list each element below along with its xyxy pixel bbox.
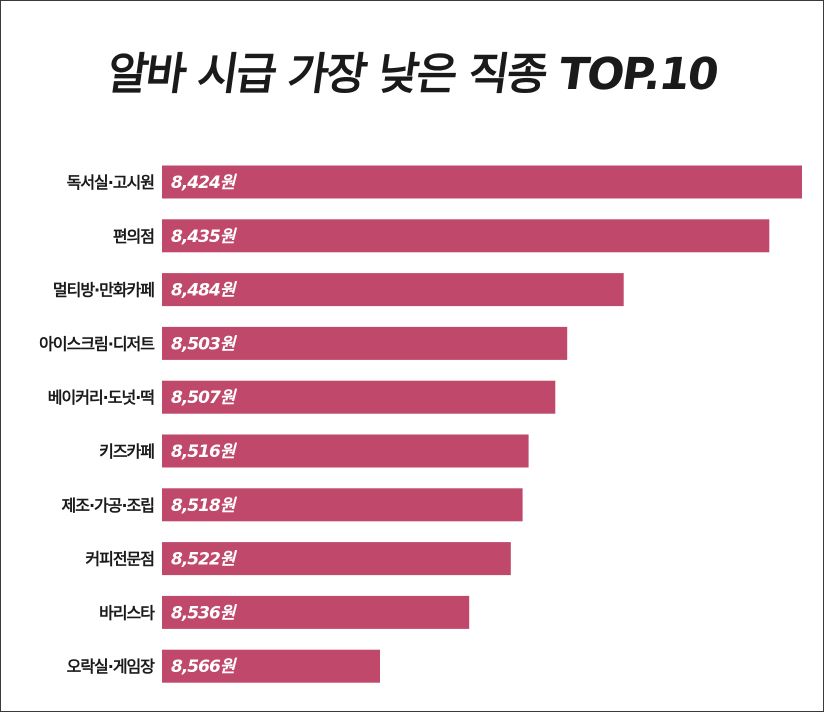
bar-row: 아이스크림·디저트 8,503원: [39, 326, 568, 360]
value-label: 8,536원: [171, 603, 238, 623]
category-label: 제조·가공·조립: [62, 496, 154, 515]
category-label: 편의점: [113, 227, 154, 246]
bar: [162, 219, 770, 253]
category-label: 멀티방·만화카페: [53, 281, 154, 300]
value-label: 8,522원: [171, 550, 238, 570]
bar-row: 베이커리·도넛·떡 8,507원: [48, 380, 556, 414]
value-label: 8,424원: [171, 173, 238, 193]
value-label: 8,503원: [171, 334, 238, 354]
value-label: 8,566원: [171, 657, 238, 677]
bar: [162, 165, 802, 199]
bar: [162, 488, 523, 522]
category-label: 오락실·게임장: [67, 657, 156, 676]
bar-row: 제조·가공·조립 8,518원: [62, 488, 523, 522]
bar: [162, 649, 380, 683]
value-label: 8,484원: [171, 281, 238, 301]
bar: [162, 273, 624, 307]
bar: [162, 326, 568, 360]
bar-row: 편의점 8,435원: [113, 219, 770, 253]
bar-row: 오락실·게임장 8,566원: [67, 649, 380, 683]
category-label: 독서실·고시원: [67, 173, 155, 192]
bar-row: 멀티방·만화카페 8,484원: [53, 273, 624, 307]
bar: [162, 542, 511, 576]
bar: [162, 380, 556, 414]
value-label: 8,435원: [171, 227, 238, 247]
bar: [162, 434, 529, 468]
category-label: 베이커리·도넛·떡: [48, 388, 154, 407]
bar-row: 바리스타 8,536원: [99, 595, 470, 629]
category-label: 아이스크림·디저트: [39, 334, 155, 353]
value-label: 8,516원: [171, 442, 238, 462]
category-label: 키즈카페: [99, 442, 154, 461]
category-label: 커피전문점: [85, 550, 154, 569]
category-label: 바리스타: [99, 603, 155, 622]
value-label: 8,518원: [171, 496, 238, 516]
value-label: 8,507원: [171, 388, 238, 408]
bar-row: 독서실·고시원 8,424원: [67, 165, 802, 199]
bar-row: 커피전문점 8,522원: [85, 542, 511, 576]
bar-row: 키즈카페 8,516원: [99, 434, 529, 468]
bar: [162, 595, 470, 629]
